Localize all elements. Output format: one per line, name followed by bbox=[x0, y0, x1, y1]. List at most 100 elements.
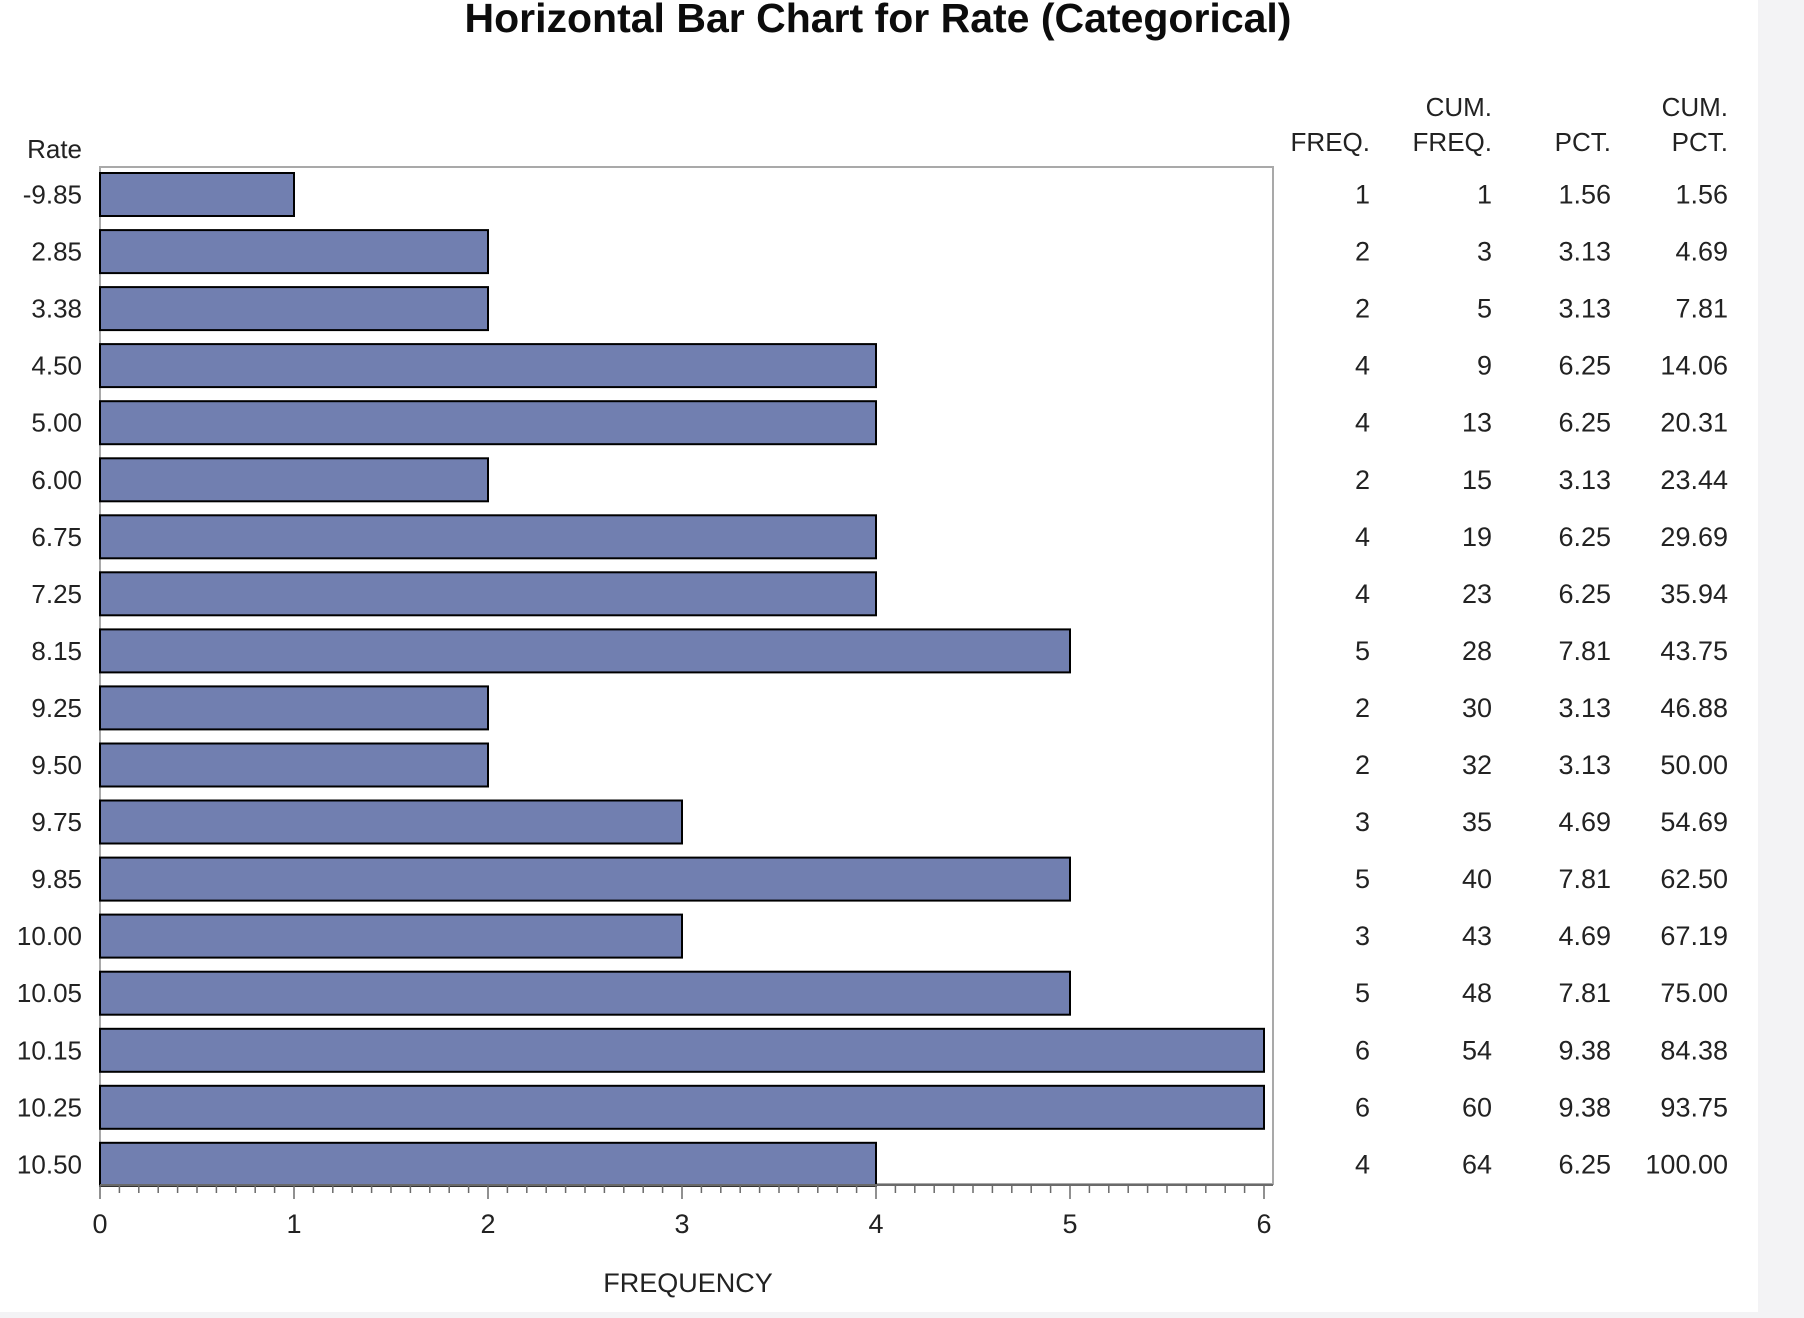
cell-cum-freq: 1 bbox=[1477, 180, 1492, 210]
category-label: 8.15 bbox=[31, 636, 82, 666]
cell-cum-pct: 29.69 bbox=[1660, 522, 1728, 552]
category-label: 10.15 bbox=[17, 1035, 82, 1065]
cell-freq: 5 bbox=[1355, 978, 1370, 1008]
cell-freq: 5 bbox=[1355, 864, 1370, 894]
x-tick-label: 5 bbox=[1062, 1209, 1077, 1239]
category-label: 2.85 bbox=[31, 237, 82, 267]
cell-freq: 2 bbox=[1355, 237, 1370, 267]
cell-pct: 9.38 bbox=[1558, 1092, 1611, 1122]
bar bbox=[99, 457, 489, 503]
header-pct: PCT. bbox=[1555, 127, 1611, 157]
bar bbox=[99, 343, 877, 389]
cell-cum-pct: 23.44 bbox=[1660, 465, 1728, 495]
cell-cum-pct: 14.06 bbox=[1660, 351, 1728, 381]
bar bbox=[99, 1027, 1265, 1073]
header-cum-freq: FREQ. bbox=[1413, 127, 1492, 157]
cell-cum-pct: 46.88 bbox=[1660, 693, 1728, 723]
cell-pct: 6.25 bbox=[1558, 351, 1611, 381]
cell-pct: 7.81 bbox=[1558, 864, 1611, 894]
cell-cum-freq: 35 bbox=[1462, 807, 1492, 837]
category-label: 6.75 bbox=[31, 522, 82, 552]
cell-pct: 3.13 bbox=[1558, 294, 1611, 324]
category-label: 10.50 bbox=[17, 1149, 82, 1179]
x-tick-label: 0 bbox=[92, 1209, 107, 1239]
cell-freq: 6 bbox=[1355, 1092, 1370, 1122]
x-tick-label: 2 bbox=[480, 1209, 495, 1239]
bar bbox=[99, 514, 877, 560]
cell-pct: 7.81 bbox=[1558, 636, 1611, 666]
cell-freq: 4 bbox=[1355, 522, 1370, 552]
cell-pct: 3.13 bbox=[1558, 750, 1611, 780]
cell-cum-freq: 40 bbox=[1462, 864, 1492, 894]
cell-freq: 1 bbox=[1355, 180, 1370, 210]
category-label: 6.00 bbox=[31, 465, 82, 495]
cell-cum-freq: 32 bbox=[1462, 750, 1492, 780]
header-cum-pct-top: CUM. bbox=[1662, 92, 1728, 122]
cell-freq: 2 bbox=[1355, 693, 1370, 723]
x-tick-label: 4 bbox=[868, 1209, 883, 1239]
cell-cum-pct: 20.31 bbox=[1660, 408, 1728, 438]
cell-cum-pct: 93.75 bbox=[1660, 1092, 1728, 1122]
bar bbox=[99, 1084, 1265, 1130]
bar bbox=[99, 913, 683, 959]
right-margin-strip bbox=[1758, 0, 1804, 1318]
x-tick-label: 6 bbox=[1256, 1209, 1271, 1239]
cell-pct: 6.25 bbox=[1558, 408, 1611, 438]
bars-group bbox=[99, 172, 1265, 1187]
header-cum-freq-top: CUM. bbox=[1426, 92, 1492, 122]
cell-cum-freq: 60 bbox=[1462, 1092, 1492, 1122]
bar bbox=[99, 1141, 877, 1187]
cell-cum-pct: 75.00 bbox=[1660, 978, 1728, 1008]
cell-freq: 6 bbox=[1355, 1035, 1370, 1065]
x-tick-label: 3 bbox=[674, 1209, 689, 1239]
header-cum-pct: PCT. bbox=[1672, 127, 1728, 157]
cell-pct: 6.25 bbox=[1558, 1149, 1611, 1179]
cell-cum-pct: 100.00 bbox=[1645, 1149, 1728, 1179]
cell-cum-freq: 43 bbox=[1462, 921, 1492, 951]
cell-pct: 6.25 bbox=[1558, 522, 1611, 552]
cell-freq: 3 bbox=[1355, 807, 1370, 837]
cell-cum-freq: 9 bbox=[1477, 351, 1492, 381]
category-label: 9.85 bbox=[31, 864, 82, 894]
cell-pct: 4.69 bbox=[1558, 807, 1611, 837]
category-label: 5.00 bbox=[31, 408, 82, 438]
cell-cum-freq: 3 bbox=[1477, 237, 1492, 267]
cell-cum-freq: 54 bbox=[1462, 1035, 1492, 1065]
category-label: 10.25 bbox=[17, 1092, 82, 1122]
bottom-margin-strip bbox=[0, 1312, 1758, 1318]
category-label: 10.05 bbox=[17, 978, 82, 1008]
cell-freq: 2 bbox=[1355, 294, 1370, 324]
cell-cum-pct: 62.50 bbox=[1660, 864, 1728, 894]
bar bbox=[99, 856, 1071, 902]
cell-freq: 4 bbox=[1355, 579, 1370, 609]
cell-cum-pct: 50.00 bbox=[1660, 750, 1728, 780]
category-label: 9.25 bbox=[31, 693, 82, 723]
bar bbox=[99, 799, 683, 845]
cell-pct: 3.13 bbox=[1558, 237, 1611, 267]
bar bbox=[99, 628, 1071, 674]
frequency-table: FREQ.CUM.FREQ. PCT.CUM.PCT.1 1 1.56 1.562 3 3.… bbox=[1291, 92, 1728, 1179]
cell-freq: 4 bbox=[1355, 351, 1370, 381]
cell-cum-freq: 23 bbox=[1462, 579, 1492, 609]
cell-cum-pct: 1.56 bbox=[1675, 180, 1728, 210]
cell-freq: 2 bbox=[1355, 750, 1370, 780]
cell-pct: 9.38 bbox=[1558, 1035, 1611, 1065]
bar bbox=[99, 286, 489, 332]
cell-cum-freq: 15 bbox=[1462, 465, 1492, 495]
x-axis-label: FREQUENCY bbox=[603, 1268, 773, 1298]
cell-cum-pct: 54.69 bbox=[1660, 807, 1728, 837]
bar bbox=[99, 742, 489, 788]
cell-cum-freq: 5 bbox=[1477, 294, 1492, 324]
category-label: 10.00 bbox=[17, 921, 82, 951]
cell-cum-pct: 4.69 bbox=[1675, 237, 1728, 267]
header-freq: FREQ. bbox=[1291, 127, 1370, 157]
cell-pct: 7.81 bbox=[1558, 978, 1611, 1008]
y-axis-label: Rate bbox=[27, 134, 82, 164]
category-labels-group: -9.85 2.85 3.38 4.50 5.00 6.00 6.75 7.25 8.15 9.2… bbox=[17, 180, 82, 1180]
category-label: 3.38 bbox=[31, 294, 82, 324]
cell-cum-freq: 19 bbox=[1462, 522, 1492, 552]
bar bbox=[99, 970, 1071, 1016]
cell-cum-freq: 28 bbox=[1462, 636, 1492, 666]
category-label: 7.25 bbox=[31, 579, 82, 609]
cell-freq: 4 bbox=[1355, 408, 1370, 438]
